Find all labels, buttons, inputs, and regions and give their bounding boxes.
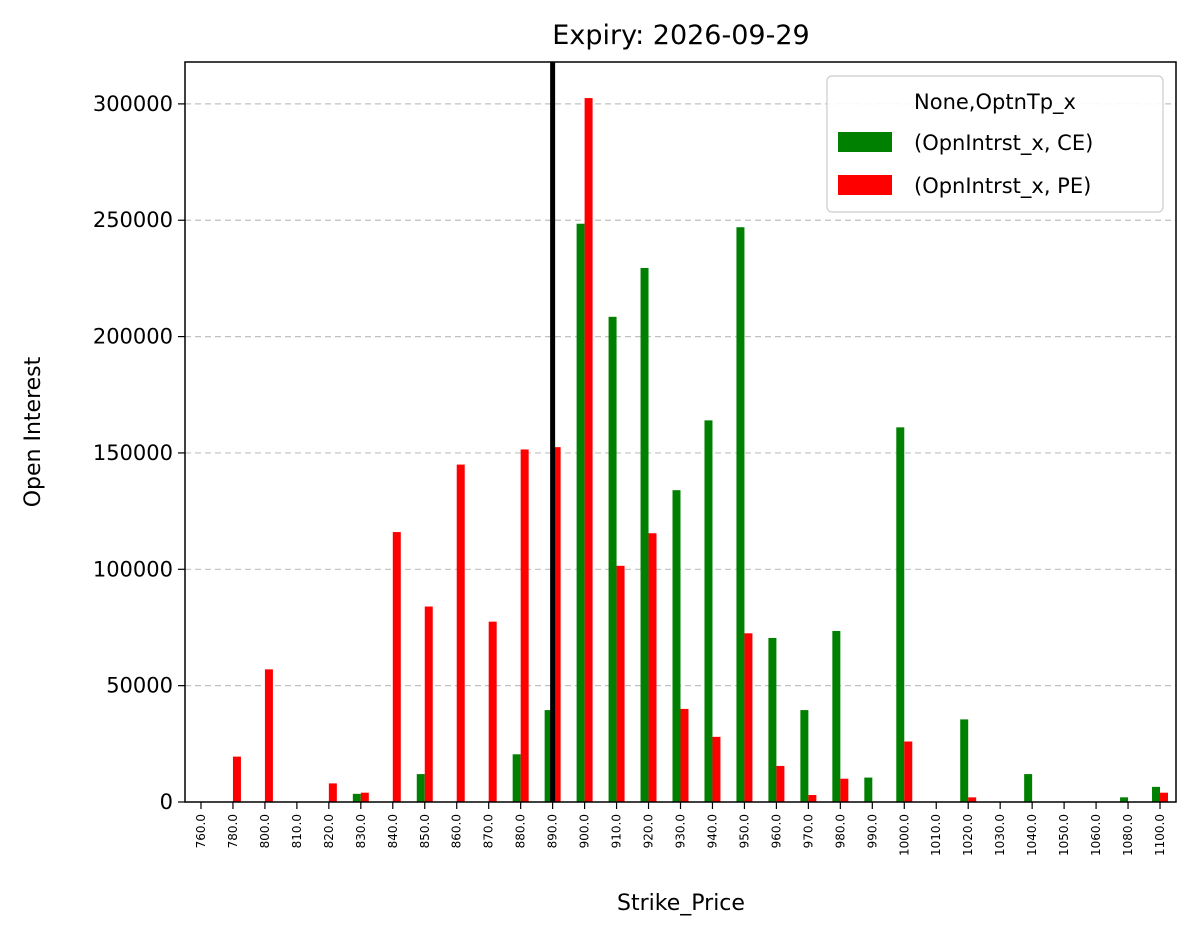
- xtick-label-900.0: 900.0: [578, 814, 592, 848]
- xtick-label-890.0: 890.0: [546, 814, 560, 848]
- chart-title: Expiry: 2026-09-29: [552, 20, 809, 51]
- bar-pe-930.0: [680, 708, 689, 802]
- bar-pe-920.0: [648, 533, 657, 802]
- xtick-label-780.0: 780.0: [226, 814, 240, 848]
- legend-swatch-pe: [838, 175, 892, 195]
- bar-ce-1080.0: [1120, 797, 1129, 802]
- bar-pe-960.0: [776, 765, 785, 802]
- bar-pe-800.0: [264, 669, 273, 802]
- xtick-label-1020.0: 1020.0: [961, 814, 975, 856]
- xtick-label-970.0: 970.0: [801, 814, 815, 848]
- bar-ce-910.0: [608, 316, 617, 802]
- bar-pe-940.0: [712, 736, 721, 802]
- bar-ce-1000.0: [896, 427, 905, 802]
- x-axis-ticks: 760.0 780.0 800.0 810.0 820.0 830.0 840.0 850.0…: [194, 802, 1167, 856]
- xtick-label-840.0: 840.0: [386, 814, 400, 848]
- xtick-label-920.0: 920.0: [642, 814, 656, 848]
- xtick-label-860.0: 860.0: [450, 814, 464, 848]
- xtick-label-820.0: 820.0: [322, 814, 336, 848]
- ytick-label-150000: 150000: [93, 441, 173, 465]
- bar-ce-880.0: [512, 754, 521, 802]
- legend-label-pe: (OpnIntrst_x, PE): [914, 174, 1091, 199]
- xtick-label-880.0: 880.0: [514, 814, 528, 848]
- bar-ce-930.0: [672, 490, 681, 802]
- bar-ce-1100.0: [1152, 786, 1161, 802]
- y-axis-label: Open Interest: [21, 356, 46, 507]
- ytick-label-300000: 300000: [93, 92, 173, 116]
- bar-pe-870.0: [488, 621, 497, 802]
- bar-ce-920.0: [640, 267, 649, 803]
- ytick-label-50000: 50000: [106, 674, 173, 698]
- ytick-label-250000: 250000: [93, 208, 173, 232]
- bar-ce-1020.0: [960, 719, 969, 802]
- bar-ce-950.0: [736, 227, 745, 803]
- xtick-label-910.0: 910.0: [610, 814, 624, 848]
- bar-ce-850.0: [416, 774, 425, 802]
- xtick-label-940.0: 940.0: [705, 814, 719, 848]
- xtick-label-1040.0: 1040.0: [1025, 814, 1039, 856]
- bar-ce-900.0: [576, 223, 585, 802]
- xtick-label-1050.0: 1050.0: [1057, 814, 1071, 856]
- xtick-label-1100.0: 1100.0: [1153, 814, 1167, 856]
- ytick-label-100000: 100000: [93, 557, 173, 581]
- xtick-label-1030.0: 1030.0: [993, 814, 1007, 856]
- legend-title: None,OptnTp_x: [914, 90, 1076, 115]
- ytick-label-0: 0: [160, 790, 173, 814]
- bar-pe-890.0: [552, 447, 561, 802]
- bar-ce-960.0: [768, 637, 777, 802]
- xtick-label-950.0: 950.0: [737, 814, 751, 848]
- xtick-label-810.0: 810.0: [290, 814, 304, 848]
- xtick-label-800.0: 800.0: [258, 814, 272, 848]
- xtick-label-930.0: 930.0: [674, 814, 688, 848]
- bar-pe-1020.0: [968, 797, 977, 802]
- bars: [232, 98, 1169, 803]
- xtick-label-1010.0: 1010.0: [929, 814, 943, 856]
- bar-pe-860.0: [456, 464, 465, 802]
- y-gridlines: [185, 103, 1176, 687]
- bar-pe-880.0: [520, 449, 529, 802]
- bar-ce-830.0: [352, 793, 361, 802]
- bar-pe-1000.0: [904, 741, 913, 802]
- bar-pe-1100.0: [1160, 792, 1169, 802]
- x-axis-label: Strike_Price: [617, 891, 745, 916]
- bar-ce-940.0: [704, 420, 713, 802]
- xtick-label-850.0: 850.0: [418, 814, 432, 848]
- bar-pe-980.0: [840, 778, 849, 802]
- bar-pe-850.0: [424, 606, 433, 802]
- xtick-label-830.0: 830.0: [354, 814, 368, 848]
- bar-pe-780.0: [232, 756, 241, 802]
- ytick-label-200000: 200000: [93, 325, 173, 349]
- bar-ce-990.0: [864, 777, 873, 802]
- bar-pe-900.0: [584, 98, 593, 802]
- bar-pe-830.0: [360, 792, 369, 802]
- bar-ce-1040.0: [1024, 774, 1033, 802]
- bar-ce-890.0: [544, 710, 553, 802]
- xtick-label-980.0: 980.0: [833, 814, 847, 848]
- xtick-label-1060.0: 1060.0: [1089, 814, 1103, 856]
- legend-swatch-ce: [838, 132, 892, 152]
- bar-pe-840.0: [392, 532, 401, 802]
- xtick-label-760.0: 760.0: [194, 814, 208, 848]
- legend-label-ce: (OpnIntrst_x, CE): [914, 131, 1093, 156]
- bar-pe-820.0: [328, 783, 337, 802]
- bar-pe-970.0: [808, 795, 817, 802]
- xtick-label-870.0: 870.0: [482, 814, 496, 848]
- legend-box: [826, 75, 1164, 213]
- y-axis-ticks: 0 50000 100000 150000 200000 250000 300000: [93, 92, 185, 814]
- bar-pe-950.0: [744, 633, 753, 802]
- xtick-label-990.0: 990.0: [865, 814, 879, 848]
- xtick-label-960.0: 960.0: [769, 814, 783, 848]
- bar-pe-910.0: [616, 565, 625, 802]
- bar-ce-980.0: [832, 630, 841, 802]
- legend: None,OptnTp_x (OpnIntrst_x, CE) (OpnIntr…: [826, 75, 1164, 213]
- bar-ce-970.0: [800, 710, 809, 802]
- xtick-label-1080.0: 1080.0: [1121, 814, 1135, 856]
- xtick-label-1000.0: 1000.0: [897, 814, 911, 856]
